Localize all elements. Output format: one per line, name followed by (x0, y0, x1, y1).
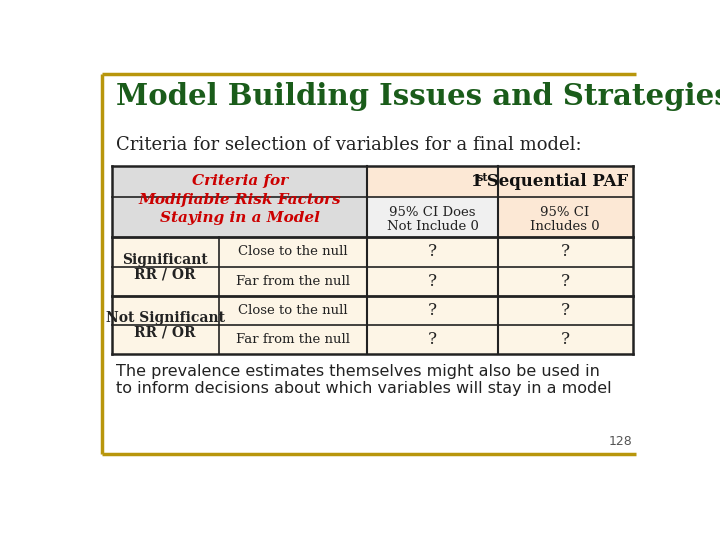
Bar (112, 166, 367, 237)
Text: Not Include 0: Not Include 0 (387, 220, 479, 233)
Text: RR / OR: RR / OR (135, 326, 196, 340)
Text: Model Building Issues and Strategies: Model Building Issues and Strategies (117, 82, 720, 111)
Text: Not Significant: Not Significant (106, 311, 225, 325)
Text: 95% CI: 95% CI (541, 206, 590, 219)
Text: 95% CI Does: 95% CI Does (390, 206, 476, 219)
Bar (112, 325, 632, 354)
Bar (112, 267, 632, 296)
Text: 1: 1 (471, 173, 482, 190)
Text: 128: 128 (608, 435, 632, 448)
Text: Includes 0: Includes 0 (530, 220, 600, 233)
Text: Close to the null: Close to the null (238, 245, 348, 259)
Text: Modifiable Risk Factors: Modifiable Risk Factors (138, 193, 341, 207)
Text: ?: ? (428, 244, 437, 260)
Text: Sequential PAF: Sequential PAF (482, 173, 629, 190)
Text: Criteria for selection of variables for a final model:: Criteria for selection of variables for … (117, 136, 582, 154)
Text: st: st (477, 172, 488, 184)
Text: ?: ? (561, 331, 570, 348)
Text: RR / OR: RR / OR (135, 267, 196, 281)
Bar (367, 197, 498, 237)
Text: ?: ? (561, 244, 570, 260)
Text: Criteria for: Criteria for (192, 174, 287, 188)
Text: The prevalence estimates themselves might also be used in: The prevalence estimates themselves migh… (117, 363, 600, 379)
Text: Staying in a Model: Staying in a Model (160, 211, 320, 225)
Bar (498, 197, 632, 237)
Text: ?: ? (428, 331, 437, 348)
Text: Close to the null: Close to the null (238, 304, 348, 317)
Text: ?: ? (428, 302, 437, 319)
Bar (112, 296, 632, 325)
Text: Far from the null: Far from the null (236, 333, 350, 346)
Text: ?: ? (561, 273, 570, 289)
Text: to inform decisions about which variables will stay in a model: to inform decisions about which variable… (117, 381, 612, 395)
Bar (112, 237, 632, 267)
Text: ?: ? (561, 302, 570, 319)
Text: Far from the null: Far from the null (236, 275, 350, 288)
Bar (367, 166, 632, 197)
Text: ?: ? (428, 273, 437, 289)
Text: Significant: Significant (122, 253, 208, 267)
